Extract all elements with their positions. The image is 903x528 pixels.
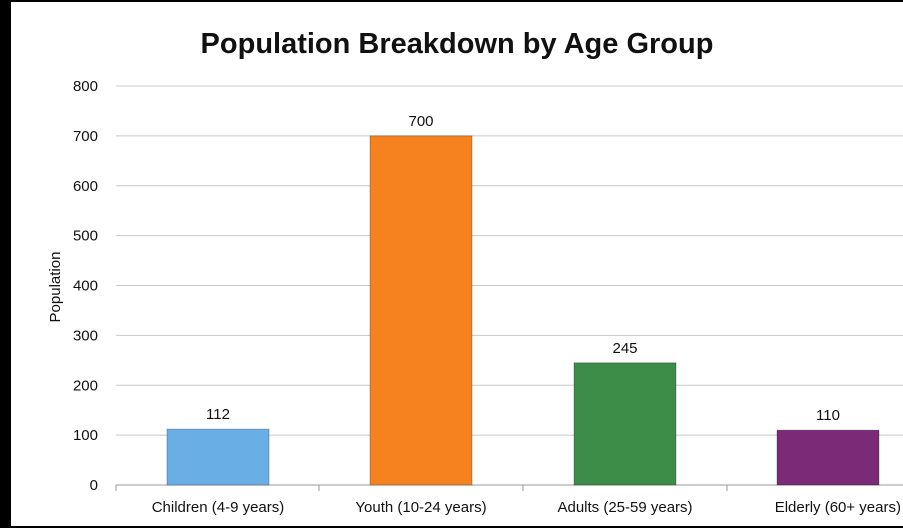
y-tick-label: 300 <box>73 327 98 344</box>
x-category-label: Youth (10-24 years) <box>355 499 486 516</box>
data-label: 245 <box>612 340 637 357</box>
y-tick-label: 800 <box>73 78 98 95</box>
y-tick-label: 400 <box>73 278 98 295</box>
data-label: 700 <box>408 113 433 130</box>
y-tick-label: 600 <box>73 178 98 195</box>
y-tick-label: 100 <box>73 427 98 444</box>
gridlines <box>116 85 903 486</box>
bar-chart: 0 100 200 300 400 500 600 700 800 112 700 245 110 C… <box>47 78 903 516</box>
data-labels: 112 700 245 110 <box>206 113 840 424</box>
chart-title: Population Breakdown by Age Group <box>200 28 714 60</box>
data-label: 110 <box>816 407 840 424</box>
y-tick-label: 200 <box>73 377 98 394</box>
y-tick-label: 700 <box>73 128 98 145</box>
y-tick-label: 0 <box>90 477 98 494</box>
chart-frame: Population Breakdown by Age Group 0 100 20… <box>11 2 903 526</box>
x-category-label: Adults (25-59 years) <box>557 499 692 516</box>
data-label: 112 <box>206 406 230 423</box>
bar <box>776 429 880 486</box>
x-category-label: Children (4-9 years) <box>152 499 285 516</box>
y-axis-title: Population <box>47 252 64 323</box>
y-tick-label: 500 <box>73 228 98 245</box>
bars <box>166 135 880 486</box>
bar <box>166 428 270 486</box>
bar <box>369 135 473 486</box>
bar <box>573 362 677 486</box>
y-axis-ticks: 0 100 200 300 400 500 600 700 800 <box>73 78 98 494</box>
x-category-label: Elderly (60+ years) <box>775 499 901 516</box>
x-axis-categories: Children (4-9 years) Youth (10-24 years) A… <box>115 485 901 516</box>
